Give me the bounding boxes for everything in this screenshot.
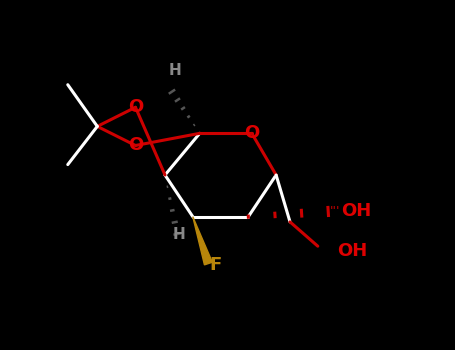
Text: O: O [128, 136, 143, 154]
Text: H: H [172, 226, 185, 242]
Text: F: F [209, 256, 222, 274]
Text: H: H [169, 63, 182, 78]
Text: OH: OH [341, 202, 371, 220]
Text: ''': ''' [330, 205, 340, 218]
Text: OH: OH [337, 243, 368, 260]
Polygon shape [193, 217, 212, 265]
Text: O: O [244, 124, 259, 142]
Text: O: O [128, 98, 143, 116]
